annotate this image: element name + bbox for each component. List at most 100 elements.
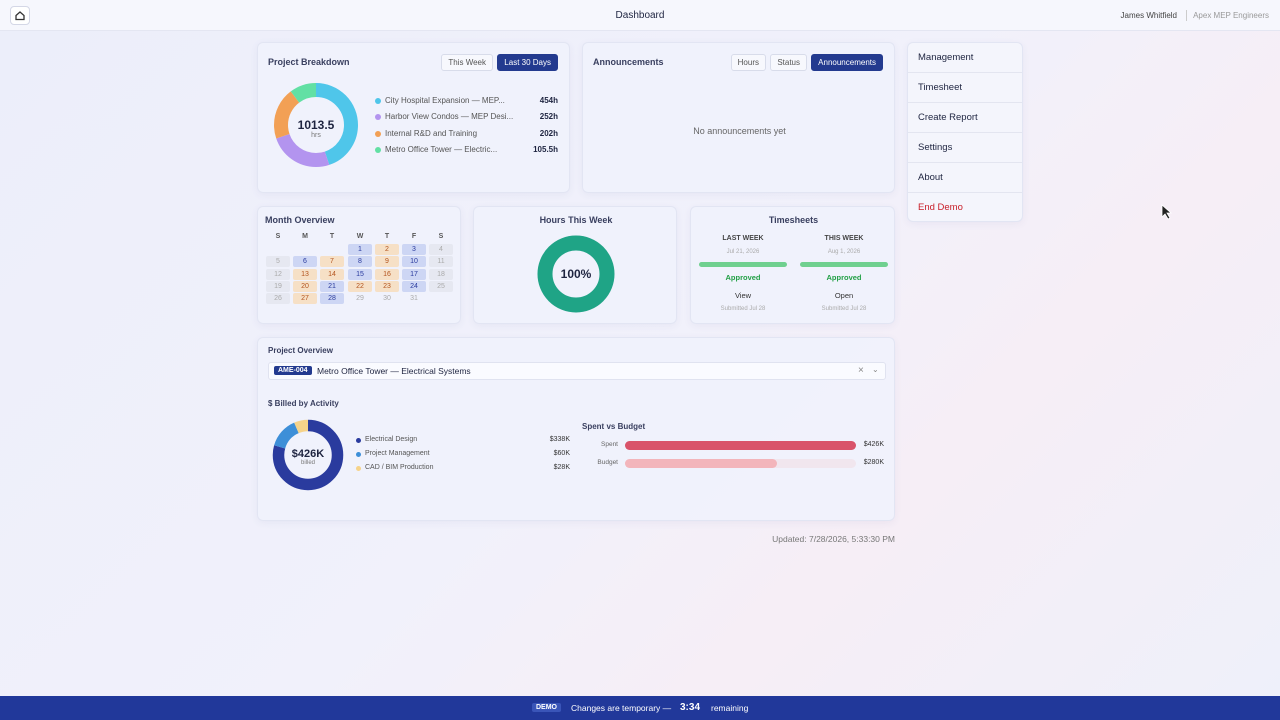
card-title: Project Overview [268, 346, 333, 355]
legend-dot [356, 452, 361, 457]
calendar-day: 21 [320, 280, 344, 292]
project-hours: 252h [539, 112, 558, 122]
billed-caption: billed [300, 460, 315, 466]
section-title: Spent vs Budget [582, 422, 646, 431]
donut-segment [272, 419, 344, 491]
bar-label: Spent [601, 441, 618, 448]
weekday-label: T [384, 233, 390, 240]
filter-tab[interactable]: Status [770, 54, 807, 71]
calendar-day: 25 [429, 280, 453, 292]
demo-badge: DEMO [532, 703, 561, 712]
weekday-label: T [329, 233, 335, 240]
billed-total: $426K [291, 448, 325, 460]
status-label: Approved [826, 273, 862, 282]
menu-item[interactable]: Create Report [908, 103, 1022, 133]
calendar-day: 29 [356, 295, 364, 303]
demo-suffix: remaining [711, 703, 749, 713]
week-date: Jul 21, 2026 [726, 249, 760, 255]
menu-item[interactable]: Settings [908, 133, 1022, 163]
legend-dot [375, 130, 381, 137]
filter-tab[interactable]: Announcements [811, 54, 883, 71]
legend-dot [375, 114, 381, 121]
card-title: Month Overview [265, 215, 335, 225]
calendar-day: 5 [266, 256, 290, 268]
calendar-day: 23 [375, 280, 399, 292]
empty-message: No announcements yet [693, 126, 786, 136]
calendar-day: 14 [320, 268, 344, 280]
home-button[interactable] [10, 6, 30, 25]
status-label: Approved [725, 273, 761, 282]
weekday-label: F [411, 233, 417, 240]
weekday-label: S [438, 233, 444, 240]
week-label: THIS WEEK [824, 235, 864, 242]
calendar-day: 4 [429, 244, 453, 255]
menu-item[interactable]: End Demo [918, 202, 963, 213]
timesheet-action[interactable]: View [734, 291, 752, 300]
progress-bar [699, 262, 787, 267]
menu-item[interactable]: About [908, 163, 1022, 193]
top-bar: Dashboard James Whitfield Apex MEP Engin… [0, 0, 1280, 31]
company-name: Apex MEP Engineers [1193, 11, 1269, 20]
month-overview-card: Month Overview S M T W T F S 1 2 3 4 5 6 7 8 9 10 11 12 13 1… [257, 206, 461, 324]
activity-name: Electrical Design [365, 436, 418, 443]
project-overview-card: Project Overview AME-004 Metro Office To… [257, 337, 895, 521]
calendar-day: 19 [266, 280, 290, 292]
filter-tab[interactable]: Last 30 Days [497, 54, 558, 71]
hours-donut [274, 83, 358, 167]
donut-total: 1013.5 [297, 118, 335, 132]
submitted-label: Submitted Jul 28 [821, 306, 867, 312]
calendar-day: 8 [348, 256, 372, 268]
legend-dot [356, 438, 361, 443]
project-select[interactable]: AME-004 Metro Office Tower — Electrical … [268, 362, 886, 380]
activity-name: CAD / BIM Production [365, 464, 434, 471]
calendar-day: 28 [320, 293, 344, 305]
hours-this-week-card: Hours This Week 100% [473, 206, 677, 324]
demo-timer: 3:34 [680, 702, 701, 713]
project-hours: 105.5h [533, 144, 558, 154]
filter-tab[interactable]: Hours [730, 54, 766, 71]
submitted-label: Submitted Jul 28 [720, 306, 766, 312]
card-title: Hours This Week [539, 215, 613, 225]
calendar-day: 7 [320, 256, 344, 268]
page-title: Dashboard [615, 10, 665, 21]
calendar-day: 12 [266, 268, 290, 280]
updated-time: Updated: 7/28/2026, 5:33:30 PM [772, 534, 895, 544]
calendar-day: 11 [429, 256, 453, 268]
calendar-day: 6 [293, 256, 317, 268]
progress-bar [800, 262, 888, 267]
legend-dot [375, 146, 381, 153]
timesheet-action[interactable]: Open [834, 291, 854, 300]
calendar-day: 15 [348, 268, 372, 280]
menu-item[interactable]: Management [908, 43, 1022, 73]
weekday-label: M [302, 233, 308, 240]
card-title: Project Breakdown [268, 57, 350, 67]
home-icon [15, 11, 25, 21]
calendar-day: 10 [402, 256, 426, 268]
bar-value: $280K [863, 459, 884, 466]
menu-item[interactable]: Timesheet [908, 73, 1022, 103]
calendar-day: 22 [348, 280, 372, 292]
user-name: James Whitfield [1120, 11, 1177, 20]
chevron-icon[interactable]: ⌄ [872, 365, 879, 374]
donut-segment [274, 83, 358, 167]
filter-tab[interactable]: This Week [441, 54, 493, 71]
calendar-day: 13 [293, 268, 317, 280]
bar [625, 459, 777, 468]
calendar-day: 26 [266, 293, 290, 305]
calendar-day: 9 [375, 256, 399, 268]
cursor [1161, 204, 1173, 220]
donut-segment [274, 83, 358, 167]
legend-dot [375, 98, 381, 104]
project-hours: 202h [539, 128, 558, 138]
calendar-day: 16 [375, 268, 399, 280]
separator [1186, 10, 1187, 21]
clear-icon[interactable]: × [858, 365, 864, 376]
card-title: Timesheets [768, 215, 819, 225]
project-name: Internal R&D and Training [385, 128, 478, 138]
calendar-day: 24 [402, 280, 426, 292]
demo-footer: DEMO Changes are temporary — 3:34 remain… [0, 696, 1280, 720]
calendar-day: 3 [402, 244, 426, 255]
calendar-day: 20 [293, 280, 317, 292]
